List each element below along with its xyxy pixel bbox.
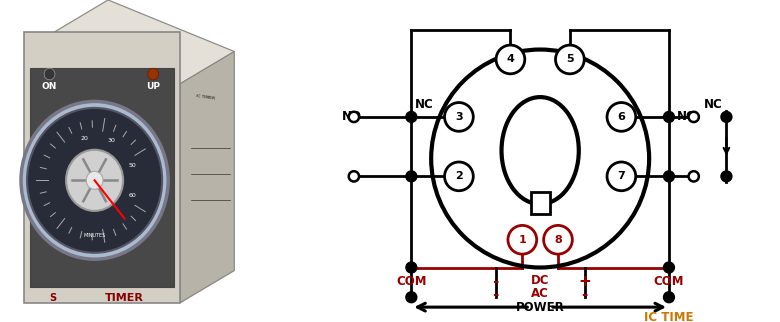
Circle shape — [406, 171, 417, 182]
FancyBboxPatch shape — [530, 192, 550, 214]
Text: 30: 30 — [108, 138, 115, 143]
Text: 8: 8 — [554, 235, 562, 245]
Circle shape — [406, 111, 417, 122]
Text: COM: COM — [654, 275, 684, 289]
Circle shape — [689, 112, 699, 122]
FancyBboxPatch shape — [30, 68, 174, 287]
Circle shape — [27, 108, 162, 253]
Circle shape — [21, 101, 168, 259]
Text: 5: 5 — [566, 54, 573, 64]
Text: DC: DC — [531, 274, 549, 288]
Circle shape — [508, 225, 537, 254]
Text: NO: NO — [677, 110, 697, 123]
Circle shape — [44, 68, 55, 80]
Circle shape — [66, 150, 123, 211]
Circle shape — [689, 171, 699, 182]
Circle shape — [664, 292, 675, 303]
Circle shape — [721, 171, 732, 182]
Text: POWER: POWER — [516, 301, 565, 314]
Circle shape — [721, 111, 732, 122]
Circle shape — [607, 102, 636, 131]
Circle shape — [406, 262, 417, 273]
Circle shape — [349, 112, 359, 122]
Text: S: S — [49, 293, 56, 303]
Text: 20: 20 — [80, 136, 88, 141]
Circle shape — [445, 162, 473, 191]
Circle shape — [496, 45, 525, 74]
Text: IC TIME: IC TIME — [644, 311, 693, 322]
Text: 60: 60 — [129, 193, 136, 198]
Text: 50: 50 — [129, 163, 136, 168]
Text: NC: NC — [415, 98, 434, 111]
Text: AC: AC — [531, 287, 549, 300]
Circle shape — [664, 262, 675, 273]
Circle shape — [349, 171, 359, 182]
Circle shape — [86, 171, 103, 189]
Circle shape — [664, 111, 675, 122]
Text: ON: ON — [42, 82, 57, 91]
Text: TIMER: TIMER — [105, 293, 144, 303]
Text: 3: 3 — [455, 112, 463, 122]
Text: 4: 4 — [506, 54, 514, 64]
Text: 6: 6 — [618, 112, 626, 122]
Circle shape — [147, 68, 158, 80]
FancyBboxPatch shape — [24, 32, 180, 303]
Text: +: + — [578, 274, 591, 289]
Circle shape — [664, 171, 675, 182]
Circle shape — [555, 45, 584, 74]
Text: 2: 2 — [455, 171, 463, 181]
Circle shape — [607, 162, 636, 191]
Circle shape — [445, 102, 473, 131]
Text: COM: COM — [396, 275, 427, 289]
Text: NC: NC — [704, 98, 722, 111]
Polygon shape — [180, 52, 234, 303]
Circle shape — [544, 225, 573, 254]
Text: -: - — [492, 274, 498, 289]
Text: IC TIMER: IC TIMER — [196, 94, 215, 101]
Text: UP: UP — [146, 82, 160, 91]
Text: 1: 1 — [519, 235, 526, 245]
Polygon shape — [54, 0, 234, 84]
Circle shape — [406, 292, 417, 303]
Text: NO: NO — [342, 110, 362, 123]
Text: -: - — [492, 287, 498, 302]
Text: MINUTES: MINUTES — [83, 232, 106, 238]
Text: -: - — [582, 287, 588, 302]
Text: 7: 7 — [618, 171, 626, 181]
